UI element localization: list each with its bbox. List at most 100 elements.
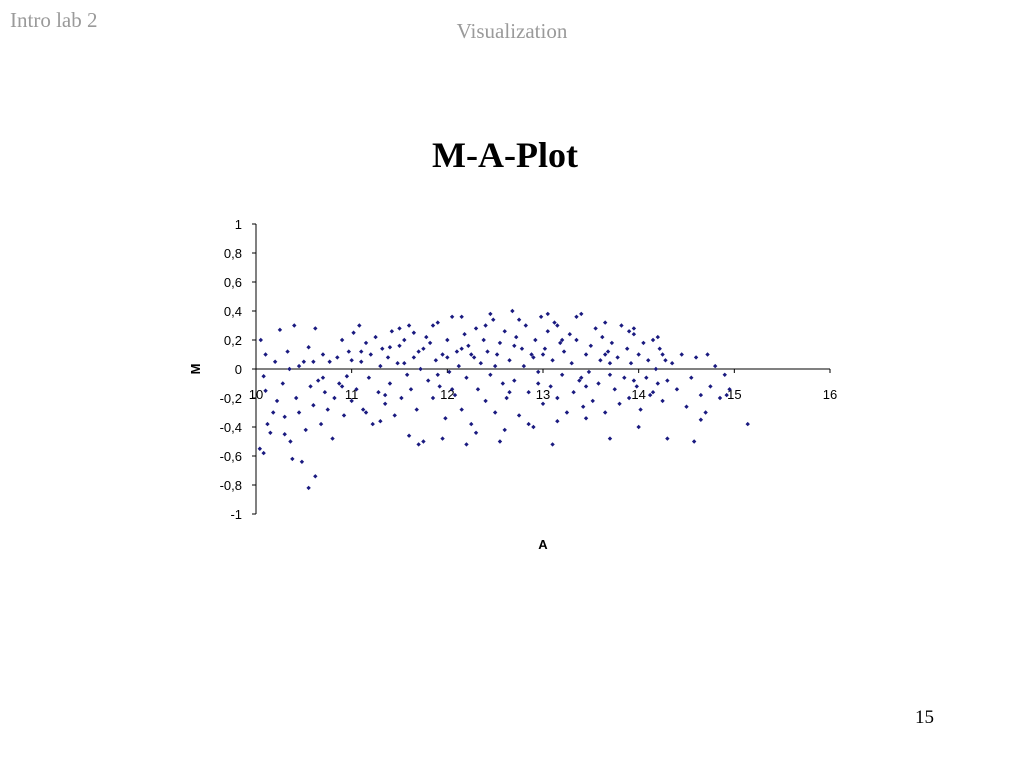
- data-point: [380, 346, 385, 351]
- data-point: [433, 358, 439, 363]
- data-point: [713, 363, 718, 369]
- data-point: [359, 359, 364, 364]
- y-tick-label: -1: [230, 507, 242, 522]
- data-point: [691, 439, 697, 444]
- data-point: [583, 416, 589, 421]
- data-point: [478, 361, 484, 366]
- data-point: [437, 384, 442, 389]
- x-tick-label: 14: [631, 387, 645, 402]
- data-point: [526, 390, 531, 395]
- data-point: [339, 337, 345, 343]
- data-point: [402, 361, 407, 366]
- data-point: [395, 361, 400, 366]
- data-point: [521, 363, 527, 369]
- data-point: [464, 442, 469, 447]
- data-point: [724, 392, 729, 398]
- data-point: [605, 349, 611, 354]
- data-point: [418, 366, 423, 372]
- data-point: [588, 343, 594, 348]
- data-point: [491, 317, 496, 322]
- data-point: [559, 337, 565, 343]
- data-point: [447, 369, 452, 375]
- data-point: [507, 390, 512, 395]
- data-point: [722, 372, 727, 377]
- data-point: [488, 311, 493, 317]
- data-point: [464, 375, 469, 380]
- data-point: [272, 359, 278, 364]
- data-point: [536, 369, 541, 375]
- data-point: [483, 398, 488, 404]
- data-point: [308, 384, 313, 389]
- data-point: [626, 395, 632, 401]
- data-point: [366, 375, 372, 380]
- data-point: [392, 413, 397, 418]
- data-point: [332, 395, 337, 401]
- data-point: [397, 343, 402, 348]
- data-point: [500, 381, 506, 386]
- data-point: [540, 401, 546, 406]
- data-point: [290, 456, 295, 462]
- data-point: [320, 375, 326, 380]
- slide-title: M-A-Plot: [432, 135, 578, 175]
- data-point: [406, 433, 412, 438]
- data-point: [529, 352, 534, 357]
- data-point: [665, 436, 670, 441]
- data-point: [421, 439, 426, 444]
- data-point: [360, 407, 366, 412]
- data-point: [475, 387, 481, 392]
- data-point: [650, 390, 656, 395]
- data-point: [647, 392, 653, 398]
- data-point: [650, 337, 656, 343]
- data-point: [376, 390, 381, 395]
- y-tick-label: 0,4: [224, 304, 242, 319]
- data-point: [306, 485, 311, 491]
- data-point: [471, 355, 477, 360]
- data-point: [689, 375, 694, 380]
- data-point: [622, 375, 627, 380]
- data-point: [494, 352, 500, 357]
- data-point: [357, 323, 362, 328]
- data-point: [268, 430, 273, 435]
- data-point: [531, 355, 536, 360]
- y-tick-label: -0,8: [220, 478, 242, 493]
- data-point: [313, 326, 318, 331]
- x-tick-label: 10: [249, 387, 263, 402]
- data-point: [593, 326, 598, 331]
- data-point: [504, 395, 509, 401]
- data-point: [615, 355, 620, 360]
- data-point: [454, 349, 460, 354]
- page-number: 15: [915, 707, 934, 728]
- data-point: [459, 407, 464, 412]
- data-point: [452, 392, 458, 398]
- data-point: [277, 327, 283, 333]
- data-point: [624, 346, 630, 351]
- data-point: [705, 352, 710, 357]
- data-point: [389, 329, 395, 334]
- data-point: [406, 323, 412, 328]
- y-tick-label: 0,8: [224, 246, 242, 261]
- data-point: [440, 436, 445, 441]
- data-point: [510, 308, 515, 314]
- x-tick-label: 12: [440, 387, 454, 402]
- data-point: [368, 352, 373, 357]
- data-point: [263, 388, 268, 393]
- data-point: [382, 392, 388, 398]
- data-point: [571, 390, 576, 395]
- data-point: [674, 387, 680, 392]
- data-point: [411, 355, 417, 360]
- data-point: [282, 432, 287, 437]
- data-point: [445, 337, 450, 343]
- data-point: [285, 349, 290, 354]
- data-point: [502, 427, 507, 433]
- data-point: [335, 355, 340, 360]
- data-point: [311, 359, 316, 364]
- data-point: [660, 352, 665, 357]
- data-point: [727, 387, 732, 392]
- data-point: [657, 346, 662, 351]
- data-point: [296, 410, 302, 415]
- data-point: [378, 419, 383, 424]
- data-point: [280, 381, 285, 386]
- y-tick-label: -0,6: [220, 449, 242, 464]
- data-point: [717, 395, 723, 401]
- data-point: [330, 436, 335, 441]
